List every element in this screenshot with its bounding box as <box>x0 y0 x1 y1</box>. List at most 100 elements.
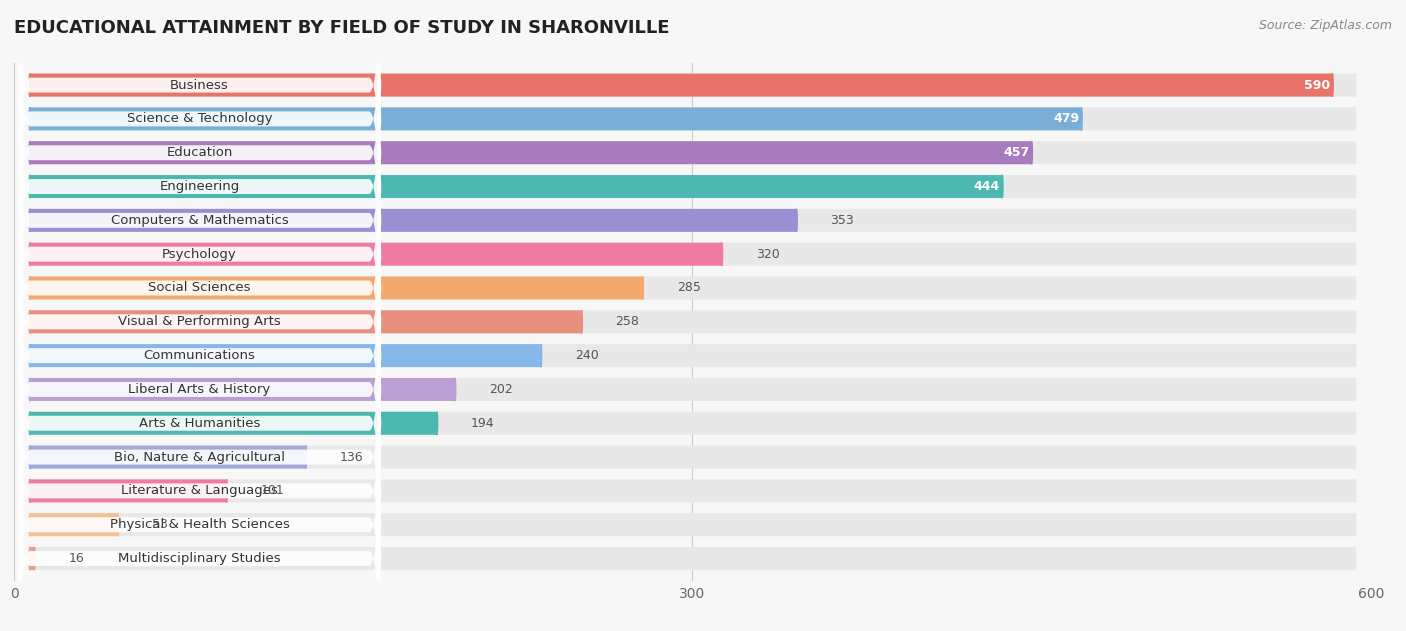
Circle shape <box>30 175 31 198</box>
FancyBboxPatch shape <box>18 228 381 551</box>
FancyBboxPatch shape <box>30 480 1355 502</box>
Circle shape <box>1354 107 1355 131</box>
Circle shape <box>30 445 31 469</box>
Text: Physical & Health Sciences: Physical & Health Sciences <box>110 518 290 531</box>
Text: 194: 194 <box>471 416 495 430</box>
FancyBboxPatch shape <box>30 412 437 435</box>
Text: Science & Technology: Science & Technology <box>127 112 273 126</box>
FancyBboxPatch shape <box>18 93 381 416</box>
Text: 457: 457 <box>1002 146 1029 159</box>
Text: 136: 136 <box>340 451 363 464</box>
Text: Source: ZipAtlas.com: Source: ZipAtlas.com <box>1258 19 1392 32</box>
FancyBboxPatch shape <box>30 175 1002 198</box>
Circle shape <box>1354 209 1355 232</box>
FancyBboxPatch shape <box>30 344 1355 367</box>
FancyBboxPatch shape <box>30 513 1355 536</box>
Circle shape <box>226 480 228 502</box>
FancyBboxPatch shape <box>30 141 1355 164</box>
FancyBboxPatch shape <box>18 160 381 483</box>
FancyBboxPatch shape <box>30 344 541 367</box>
Text: 353: 353 <box>831 214 855 227</box>
FancyBboxPatch shape <box>30 378 1355 401</box>
Circle shape <box>1354 276 1355 300</box>
FancyBboxPatch shape <box>18 126 381 450</box>
Circle shape <box>1354 547 1355 570</box>
FancyBboxPatch shape <box>30 276 643 300</box>
Text: Education: Education <box>166 146 232 159</box>
Circle shape <box>30 141 31 164</box>
FancyBboxPatch shape <box>18 329 381 631</box>
Circle shape <box>30 547 31 570</box>
FancyBboxPatch shape <box>30 141 1032 164</box>
Circle shape <box>1354 74 1355 97</box>
Circle shape <box>1001 175 1002 198</box>
FancyBboxPatch shape <box>30 445 1355 469</box>
Circle shape <box>643 276 644 300</box>
Text: 479: 479 <box>1053 112 1080 126</box>
FancyBboxPatch shape <box>30 547 34 570</box>
Circle shape <box>30 141 31 164</box>
FancyBboxPatch shape <box>30 209 796 232</box>
Circle shape <box>30 513 31 536</box>
Circle shape <box>30 513 31 536</box>
Circle shape <box>30 243 31 266</box>
Text: Engineering: Engineering <box>159 180 239 193</box>
Text: 101: 101 <box>260 485 284 497</box>
Circle shape <box>1354 480 1355 502</box>
FancyBboxPatch shape <box>30 445 305 469</box>
FancyBboxPatch shape <box>30 209 1355 232</box>
Circle shape <box>30 276 31 300</box>
Text: 240: 240 <box>575 349 599 362</box>
Circle shape <box>30 74 31 97</box>
Circle shape <box>30 276 31 300</box>
Circle shape <box>30 310 31 333</box>
Circle shape <box>436 412 437 435</box>
Circle shape <box>305 445 307 469</box>
FancyBboxPatch shape <box>18 0 381 281</box>
Circle shape <box>30 480 31 502</box>
FancyBboxPatch shape <box>30 175 1355 198</box>
Text: 590: 590 <box>1303 79 1330 91</box>
Text: Computers & Mathematics: Computers & Mathematics <box>111 214 288 227</box>
Circle shape <box>1354 378 1355 401</box>
Circle shape <box>796 209 797 232</box>
Text: 53: 53 <box>152 518 167 531</box>
Text: Arts & Humanities: Arts & Humanities <box>139 416 260 430</box>
Text: 202: 202 <box>489 383 513 396</box>
Text: 320: 320 <box>756 248 779 261</box>
FancyBboxPatch shape <box>30 480 226 502</box>
FancyBboxPatch shape <box>18 194 381 517</box>
FancyBboxPatch shape <box>30 107 1081 131</box>
Text: Business: Business <box>170 79 229 91</box>
FancyBboxPatch shape <box>30 412 1355 435</box>
Circle shape <box>30 243 31 266</box>
Circle shape <box>30 74 31 97</box>
Circle shape <box>721 243 723 266</box>
Text: Communications: Communications <box>143 349 256 362</box>
Circle shape <box>30 209 31 232</box>
Text: EDUCATIONAL ATTAINMENT BY FIELD OF STUDY IN SHARONVILLE: EDUCATIONAL ATTAINMENT BY FIELD OF STUDY… <box>14 19 669 37</box>
Circle shape <box>30 412 31 435</box>
Text: 285: 285 <box>676 281 700 295</box>
Text: Bio, Nature & Agricultural: Bio, Nature & Agricultural <box>114 451 285 464</box>
FancyBboxPatch shape <box>18 25 381 348</box>
Text: Multidisciplinary Studies: Multidisciplinary Studies <box>118 552 281 565</box>
Text: Psychology: Psychology <box>162 248 236 261</box>
Text: Literature & Languages: Literature & Languages <box>121 485 278 497</box>
Circle shape <box>1354 513 1355 536</box>
Text: Liberal Arts & History: Liberal Arts & History <box>128 383 270 396</box>
Circle shape <box>581 310 582 333</box>
FancyBboxPatch shape <box>18 262 381 585</box>
FancyBboxPatch shape <box>18 363 381 631</box>
Circle shape <box>1354 243 1355 266</box>
FancyBboxPatch shape <box>30 243 721 266</box>
Text: 444: 444 <box>974 180 1000 193</box>
Circle shape <box>1354 344 1355 367</box>
FancyBboxPatch shape <box>18 0 381 314</box>
FancyBboxPatch shape <box>30 378 456 401</box>
FancyBboxPatch shape <box>30 74 1355 97</box>
Circle shape <box>30 445 31 469</box>
FancyBboxPatch shape <box>18 59 381 382</box>
Circle shape <box>1081 107 1083 131</box>
Circle shape <box>1354 175 1355 198</box>
